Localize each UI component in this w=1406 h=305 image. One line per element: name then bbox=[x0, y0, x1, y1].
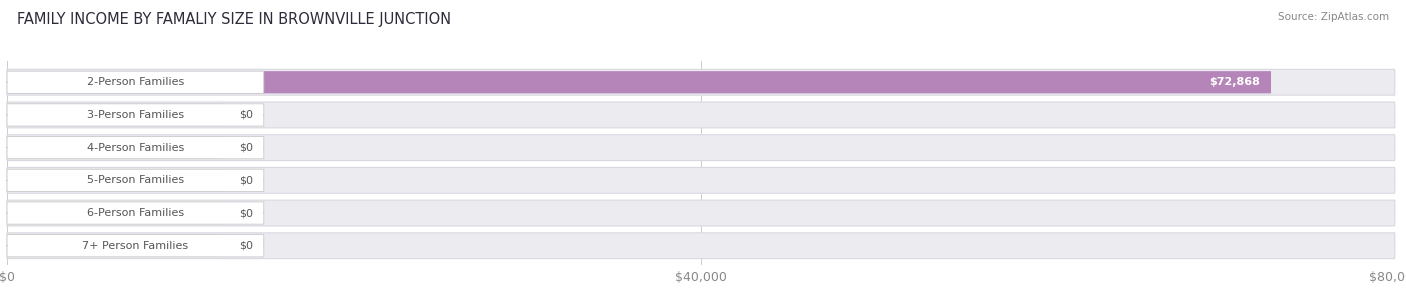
FancyBboxPatch shape bbox=[7, 235, 222, 257]
Text: $72,868: $72,868 bbox=[1209, 77, 1260, 87]
Text: 7+ Person Families: 7+ Person Families bbox=[83, 241, 188, 251]
Text: 2-Person Families: 2-Person Families bbox=[87, 77, 184, 87]
FancyBboxPatch shape bbox=[7, 137, 222, 159]
Text: 5-Person Families: 5-Person Families bbox=[87, 175, 184, 185]
FancyBboxPatch shape bbox=[7, 202, 222, 224]
Text: $0: $0 bbox=[239, 208, 253, 218]
FancyBboxPatch shape bbox=[7, 135, 1395, 160]
Text: $0: $0 bbox=[239, 143, 253, 152]
FancyBboxPatch shape bbox=[7, 102, 1395, 128]
Text: $0: $0 bbox=[239, 241, 253, 251]
FancyBboxPatch shape bbox=[7, 200, 1395, 226]
FancyBboxPatch shape bbox=[7, 167, 1395, 193]
FancyBboxPatch shape bbox=[7, 202, 264, 224]
FancyBboxPatch shape bbox=[7, 69, 1395, 95]
FancyBboxPatch shape bbox=[7, 71, 264, 93]
FancyBboxPatch shape bbox=[7, 137, 264, 159]
FancyBboxPatch shape bbox=[7, 104, 222, 126]
Text: 6-Person Families: 6-Person Families bbox=[87, 208, 184, 218]
Text: 4-Person Families: 4-Person Families bbox=[87, 143, 184, 152]
Text: 3-Person Families: 3-Person Families bbox=[87, 110, 184, 120]
Text: Source: ZipAtlas.com: Source: ZipAtlas.com bbox=[1278, 12, 1389, 22]
Text: $0: $0 bbox=[239, 175, 253, 185]
FancyBboxPatch shape bbox=[7, 233, 1395, 259]
Text: FAMILY INCOME BY FAMALIY SIZE IN BROWNVILLE JUNCTION: FAMILY INCOME BY FAMALIY SIZE IN BROWNVI… bbox=[17, 12, 451, 27]
FancyBboxPatch shape bbox=[7, 169, 222, 192]
FancyBboxPatch shape bbox=[7, 71, 1271, 93]
Text: $0: $0 bbox=[239, 110, 253, 120]
FancyBboxPatch shape bbox=[7, 104, 264, 126]
FancyBboxPatch shape bbox=[7, 169, 264, 192]
FancyBboxPatch shape bbox=[7, 235, 264, 257]
